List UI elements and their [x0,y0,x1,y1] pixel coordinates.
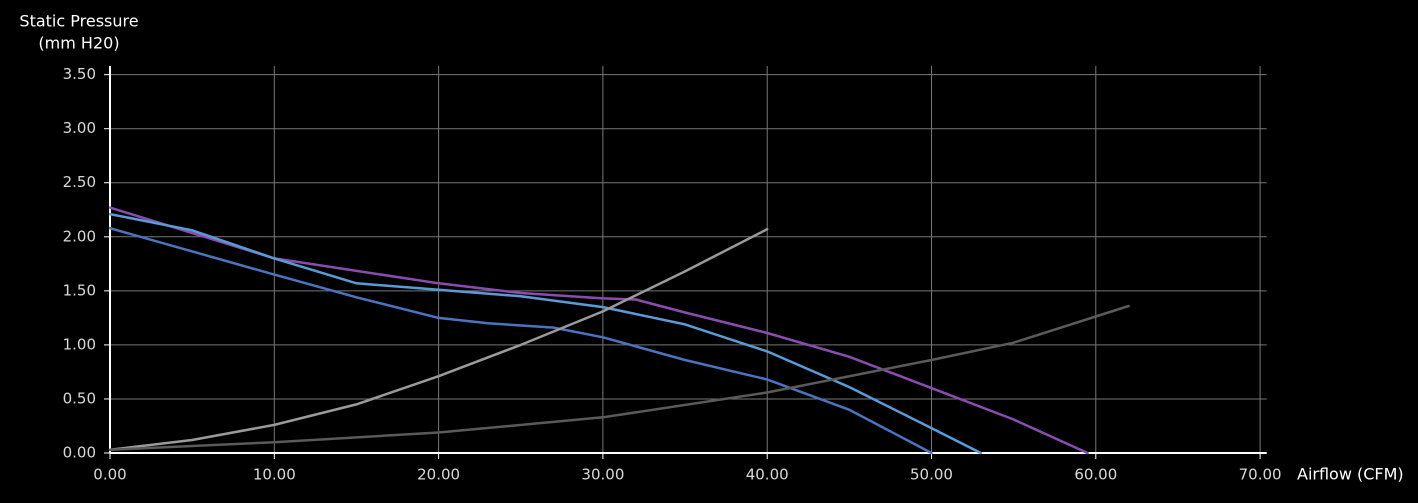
series-line [108,212,983,455]
y-tick-label: 3.50 [63,65,96,83]
y-tick-label: 1.50 [63,281,96,299]
y-tick-label: 0.00 [63,444,96,462]
x-tick-label: 60.00 [1074,466,1117,484]
series-line [108,206,1089,455]
x-tick-label: 20.00 [417,466,460,484]
y-tick-label: 2.00 [63,227,96,245]
x-tick-label: 40.00 [746,466,789,484]
y-tick-label: 3.00 [63,119,96,137]
x-tick-label: 10.00 [253,466,296,484]
series-line [108,227,769,452]
y-tick-label: 0.50 [63,389,96,407]
x-axis-label: Airflow (CFM) [1297,465,1404,484]
x-tick-label: 30.00 [581,466,624,484]
y-tick-label: 1.00 [63,335,96,353]
y-tick-label: 2.50 [63,173,96,191]
x-tick-label: 0.00 [93,466,126,484]
series-line [108,226,933,455]
x-tick-label: 70.00 [1239,466,1282,484]
x-tick-label: 50.00 [910,466,953,484]
series-line [108,304,1130,452]
y-axis-unit: (mm H20) [38,34,119,53]
y-axis-label: Static Pressure [19,12,138,31]
